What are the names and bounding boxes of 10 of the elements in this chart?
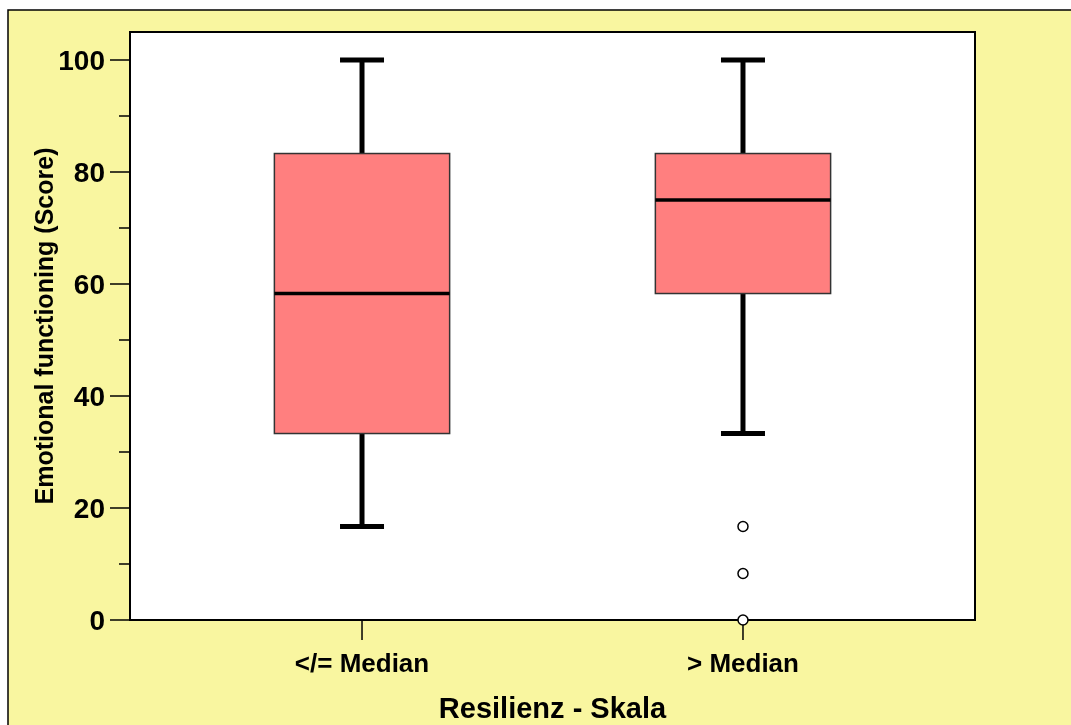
y-tick-label: 60 <box>73 268 105 300</box>
x-tick-label: </= Median <box>294 648 430 678</box>
y-tick-label: 100 <box>58 44 105 76</box>
x-axis-title: Resilienz - Skala <box>438 692 667 724</box>
y-tick-label: 80 <box>73 156 105 188</box>
x-tick-label: > Median <box>686 648 799 678</box>
y-tick-label: 20 <box>73 492 105 524</box>
y-tick-label: 40 <box>73 380 105 412</box>
y-tick-label: 0 <box>89 604 105 636</box>
y-axis-title: Emotional functioning (Score) <box>30 147 58 505</box>
